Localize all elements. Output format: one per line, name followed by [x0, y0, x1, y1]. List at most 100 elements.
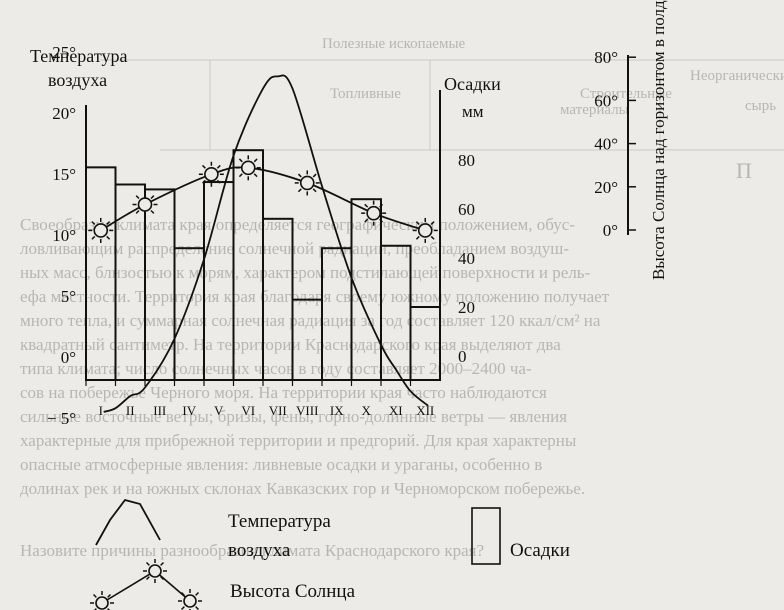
- bleed-col-d: материалы: [560, 102, 629, 118]
- month-label-VII: VII: [269, 403, 287, 418]
- bleed-line-6: квадратный сантиметр. На территории Крас…: [20, 335, 561, 354]
- bleed-line-9: сильные восточные ветры; бризы, фены, го…: [20, 407, 568, 426]
- temperature-tick-label: 5°: [61, 287, 76, 306]
- bleed-line-1: Своеобразие климата края определяется ге…: [20, 215, 575, 234]
- sun-axis-title: Высота Солнца над горизонтом в полдень: [649, 0, 668, 280]
- temperature-tick-label: 15°: [52, 165, 76, 184]
- month-label-II: II: [126, 403, 135, 418]
- sun-marker-0-ray: [106, 221, 111, 225]
- legend-sun-left-disc: [95, 596, 109, 610]
- bleed-line-2: ловливающим распределение солнечной ради…: [20, 239, 570, 258]
- sun-marker-5-ray: [364, 203, 369, 208]
- temperature-curve: [103, 74, 429, 413]
- legend-sun-left-ray: [107, 593, 112, 598]
- bleed-col-a: Топливные: [330, 86, 401, 102]
- sun-marker-0-ray: [91, 221, 96, 225]
- sun-marker-3-disc: [240, 160, 256, 176]
- legend-temperature-swatch: [95, 498, 161, 546]
- sun-height-tick-labels: 80° 60° 40° 20° 0°: [594, 48, 636, 240]
- legend-sun-right-disc: [183, 594, 197, 608]
- sun-marker-3-ray: [253, 173, 258, 178]
- sun-marker-4-disc: [299, 175, 315, 191]
- legend-sun-top: [143, 559, 167, 583]
- temperature-tick-label: − 5°: [47, 409, 76, 428]
- chart-axes: [85, 55, 629, 381]
- legend-sun-left-ray: [92, 593, 97, 598]
- legend-sun-right: [178, 589, 202, 610]
- legend-sun-left-ray: [93, 608, 97, 610]
- precipitation-bar-IV: [173, 247, 205, 381]
- legend-sun-top-ray: [160, 576, 165, 581]
- legend-sun-left-ray: [107, 608, 111, 610]
- precipitation-tick-labels: 0 20 40 60 80: [458, 151, 475, 366]
- sun-height-tick-label: 0°: [603, 221, 618, 240]
- precipitation-bar-I: [85, 166, 117, 381]
- legend-sun-top-ray: [160, 561, 165, 566]
- sun-marker-5-disc: [366, 205, 381, 221]
- sun-marker-6-ray: [430, 235, 435, 240]
- sun-marker-6-disc: [417, 223, 433, 238]
- month-label-X: X: [362, 403, 372, 418]
- month-label-IX: IX: [330, 403, 344, 418]
- bleed-line-4: ефа местности. Территория края благодаря…: [20, 287, 610, 306]
- precipitation-bar-VII: [262, 217, 294, 381]
- sun-marker-2-ray: [202, 164, 206, 169]
- sun-marker-1-ray: [135, 210, 140, 214]
- sun-marker-5-ray: [379, 218, 383, 223]
- legend-sun-top-ray: [145, 576, 150, 581]
- bleed-col-c: Неорганические: [690, 68, 784, 84]
- precipitation-tick-label: 80: [458, 151, 475, 170]
- month-label-III: III: [153, 403, 166, 418]
- precipitation-bars: [85, 149, 441, 381]
- bleed-line-3: ных масс, близостью к морям, характером …: [20, 263, 591, 282]
- sun-marker-2-ray: [216, 164, 221, 169]
- sun-marker-0-disc: [93, 223, 109, 238]
- legend-sun-right-ray: [180, 591, 185, 596]
- bleed-line-10: характерные для прибрежной территории и …: [20, 431, 577, 450]
- sun-marker-3-ray: [238, 158, 243, 163]
- sun-marker-1-disc: [137, 197, 153, 212]
- sun-marker-6-ray: [415, 235, 420, 240]
- temperature-tick-label: 10°: [52, 226, 76, 245]
- legend-temperature-label-line2: воздуха: [228, 540, 291, 561]
- precipitation-bar-V: [203, 181, 235, 381]
- month-label-IV: IV: [182, 403, 196, 418]
- bleed-line-14: Назовите причины разнообразия климата Кр…: [20, 541, 484, 560]
- sun-marker-1-ray: [150, 210, 155, 214]
- precipitation-axis-title: Осадки: [444, 74, 501, 94]
- legend-precipitation-swatch: [471, 507, 501, 565]
- legend-sun-right-ray: [195, 591, 200, 596]
- sun-marker-3-ray: [253, 158, 258, 163]
- bleed-line-12: долинах рек и на южных склонах Кавказски…: [20, 479, 586, 498]
- precipitation-bar-VIII: [291, 298, 323, 381]
- bleed-table-grid: [100, 59, 784, 151]
- precipitation-bar-XII: [409, 306, 441, 381]
- sun-marker-0: [88, 217, 114, 243]
- temperature-tick-label: 20°: [52, 104, 76, 123]
- legend-sun-right-ray: [195, 606, 200, 610]
- month-label-I: I: [99, 403, 103, 418]
- temperature-tick-labels: 25° 20° 15° 10° 5° 0° − 5°: [47, 43, 76, 428]
- month-label-V: V: [214, 403, 224, 418]
- legend-sun-top-ray: [145, 561, 150, 566]
- sun-marker-5-ray: [379, 203, 383, 208]
- sun-height-tick-label: 40°: [594, 135, 618, 154]
- month-label-VIII: VIII: [296, 403, 318, 418]
- sun-marker-3: [235, 155, 261, 181]
- precipitation-tick-label: 60: [458, 200, 475, 219]
- sun-marker-4-ray: [312, 173, 317, 178]
- legend-temperature-label-line1: Температура: [228, 511, 331, 532]
- sun-marker-0-ray: [106, 235, 111, 240]
- sun-marker-3-ray: [238, 173, 243, 178]
- bleed-line-11: опасные атмосферные явления: ливневые ос…: [20, 455, 543, 474]
- precipitation-bar-VI: [232, 149, 264, 381]
- temperature-axis-title-line1: Температура: [30, 46, 127, 66]
- legend-precipitation-label: Осадки: [510, 540, 570, 561]
- legend-sun-left: [90, 591, 114, 610]
- legend-sun-top-disc: [148, 564, 162, 578]
- sun-marker-4-ray: [312, 188, 317, 193]
- temperature-tick-label: 0°: [61, 348, 76, 367]
- sun-marker-4-ray: [297, 173, 302, 178]
- sun-marker-6-ray: [415, 221, 420, 225]
- sun-marker-5: [361, 200, 387, 226]
